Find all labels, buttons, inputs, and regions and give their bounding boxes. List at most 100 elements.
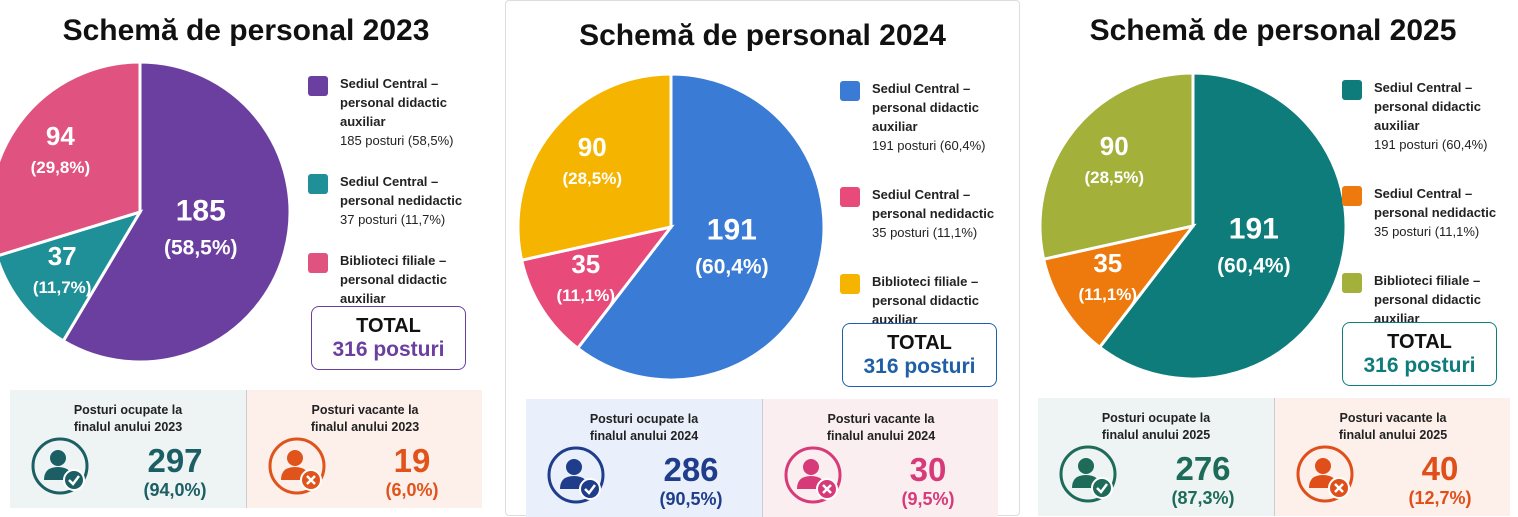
- icon-ring: [31, 437, 89, 495]
- stat-box: Posturi vacante la finalul anului 2024 30…: [762, 399, 998, 517]
- stat-percent: (87,3%): [1171, 488, 1235, 508]
- legend-label: Sediul Central – personal nedidactic: [1374, 186, 1497, 220]
- legend: Sediul Central – personal didactic auxil…: [1342, 78, 1518, 377]
- legend-swatch: [840, 187, 860, 207]
- pie-slice: [0, 60, 142, 257]
- legend-label: Sediul Central – personal didactic auxil…: [1374, 80, 1481, 133]
- slice-value-label: 94: [46, 121, 75, 151]
- stat-box: Posturi vacante la finalul anului 2023 19…: [246, 390, 482, 508]
- total-value: 316 posturi: [863, 355, 976, 378]
- chart-title: Schemă de personal 2025: [1089, 14, 1457, 47]
- stat-value: 297: [147, 442, 203, 479]
- legend-detail: 191 posturi (60,4%): [1374, 137, 1488, 152]
- pie-slice: [1097, 71, 1348, 381]
- pie-slice: [519, 224, 675, 351]
- icon-badge: [63, 469, 85, 491]
- legend-item: Sediul Central – personal nedidactic 35 p…: [1342, 184, 1518, 241]
- legend-swatch: [840, 81, 860, 101]
- legend: Sediul Central – personal didactic auxil…: [308, 74, 498, 349]
- total-label: TOTAL: [1387, 331, 1452, 353]
- slice-value-label: 90: [1100, 131, 1129, 161]
- icon-head: [50, 450, 66, 466]
- stat-label: Posturi vacante la finalul anului 2025: [1338, 411, 1448, 442]
- legend-swatch: [1342, 80, 1362, 100]
- stat-label: Posturi vacante la finalul anului 2023: [310, 403, 420, 434]
- total-value: 316 posturi: [332, 338, 445, 361]
- panel: Schemă de personal 2025 191 (60,4%) 35 (11,1…: [1028, 0, 1518, 516]
- total-value: 316 posturi: [1363, 354, 1476, 377]
- icon-head: [1315, 458, 1331, 474]
- legend-label: Sediul Central – personal nedidactic: [872, 187, 995, 221]
- stat-box: Posturi ocupate la finalul anului 2025 27…: [1038, 398, 1274, 516]
- slice-value-label: 37: [48, 241, 77, 271]
- icon-head: [287, 450, 303, 466]
- slice-value-label: 90: [578, 132, 607, 162]
- person-icon: [1296, 445, 1354, 503]
- legend-label: Sediul Central – personal didactic auxil…: [872, 81, 979, 134]
- slice-percent-label: (58,5%): [164, 237, 238, 260]
- total-box: TOTAL 316 posturi: [311, 306, 466, 370]
- icon-badge-mark: [1334, 483, 1344, 493]
- legend-item: Sediul Central – personal nedidactic 35 p…: [840, 185, 1030, 242]
- stat-label: Posturi ocupate la finalul anului 2025: [1101, 411, 1211, 442]
- stat-value: 19: [393, 442, 431, 479]
- legend-label: Biblioteci filiale – personal didactic a…: [872, 274, 979, 327]
- person-icon: [31, 437, 89, 495]
- legend-label: Sediul Central – personal didactic auxil…: [340, 76, 447, 129]
- slice-percent-label: (28,5%): [562, 169, 622, 188]
- slice-percent-label: (60,4%): [695, 256, 769, 279]
- legend-label: Biblioteci filiale – personal didactic a…: [340, 253, 447, 306]
- slice-percent-label: (28,5%): [1084, 168, 1144, 187]
- stat-label: Posturi vacante la finalul anului 2024: [826, 412, 936, 443]
- slice-percent-label: (11,1%): [1079, 285, 1138, 304]
- legend-swatch: [308, 253, 328, 273]
- legend-item: Sediul Central – personal didactic auxil…: [1342, 78, 1518, 154]
- icon-ring: [1296, 445, 1354, 503]
- person-icon: [268, 437, 326, 495]
- slice-value-label: 191: [707, 214, 757, 247]
- icon-head: [1078, 458, 1094, 474]
- icon-badge: [1091, 477, 1113, 499]
- stat-box: Posturi ocupate la finalul anului 2024 28…: [526, 399, 762, 517]
- legend-detail: 35 posturi (11,1%): [1374, 224, 1480, 239]
- pie-slice: [1038, 71, 1195, 261]
- stat-percent: (6,0%): [385, 480, 439, 500]
- pie: 185 (58,5%) 37 (11,7%) 94 (29,8%): [0, 60, 292, 364]
- total-box: TOTAL 316 posturi: [1342, 322, 1497, 386]
- legend-detail: 37 posturi (11,7%): [340, 212, 446, 227]
- icon-badge-mark: [584, 484, 596, 495]
- pie-slice: [575, 72, 826, 382]
- legend-label: Biblioteci filiale – personal didactic a…: [1374, 273, 1481, 326]
- stat-percent: (94,0%): [143, 480, 207, 500]
- total-box: TOTAL 316 posturi: [842, 323, 997, 387]
- panel: Schemă de personal 2023 185 (58,5%) 37 (11,7…: [0, 0, 492, 516]
- slice-value-label: 35: [1093, 248, 1122, 278]
- stat-box: Posturi vacante la finalul anului 2025 40…: [1274, 398, 1510, 516]
- chart-title: Schemă de personal 2024: [579, 19, 946, 52]
- pie-slice: [516, 72, 673, 262]
- icon-head: [803, 459, 819, 475]
- icon-badge-mark: [1096, 483, 1108, 494]
- chart-title: Schemă de personal 2023: [62, 14, 430, 47]
- person-icon: [547, 446, 605, 504]
- slice-value-label: 185: [176, 195, 226, 228]
- pie-slice: [0, 209, 144, 343]
- slice-value-label: 191: [1229, 213, 1279, 246]
- total-label: TOTAL: [356, 315, 421, 337]
- person-icon: [784, 446, 842, 504]
- legend-item: Sediul Central – personal didactic auxil…: [308, 74, 498, 150]
- icon-badge: [579, 478, 601, 500]
- icon-ring: [268, 437, 326, 495]
- stat-percent: (12,7%): [1408, 488, 1472, 508]
- legend-item: Sediul Central – personal didactic auxil…: [840, 79, 1030, 155]
- slice-percent-label: (11,1%): [557, 286, 616, 305]
- stat-box: Posturi ocupate la finalul anului 2023 29…: [10, 390, 246, 508]
- legend-detail: 191 posturi (60,4%): [872, 138, 986, 153]
- total-label: TOTAL: [887, 332, 952, 354]
- legend-item: Sediul Central – personal nedidactic 37 p…: [308, 172, 498, 229]
- legend-label: Sediul Central – personal nedidactic: [340, 174, 463, 208]
- stat-label: Posturi ocupate la finalul anului 2023: [73, 403, 183, 434]
- stat-percent: (90,5%): [659, 489, 723, 509]
- stat-value: 40: [1421, 450, 1459, 487]
